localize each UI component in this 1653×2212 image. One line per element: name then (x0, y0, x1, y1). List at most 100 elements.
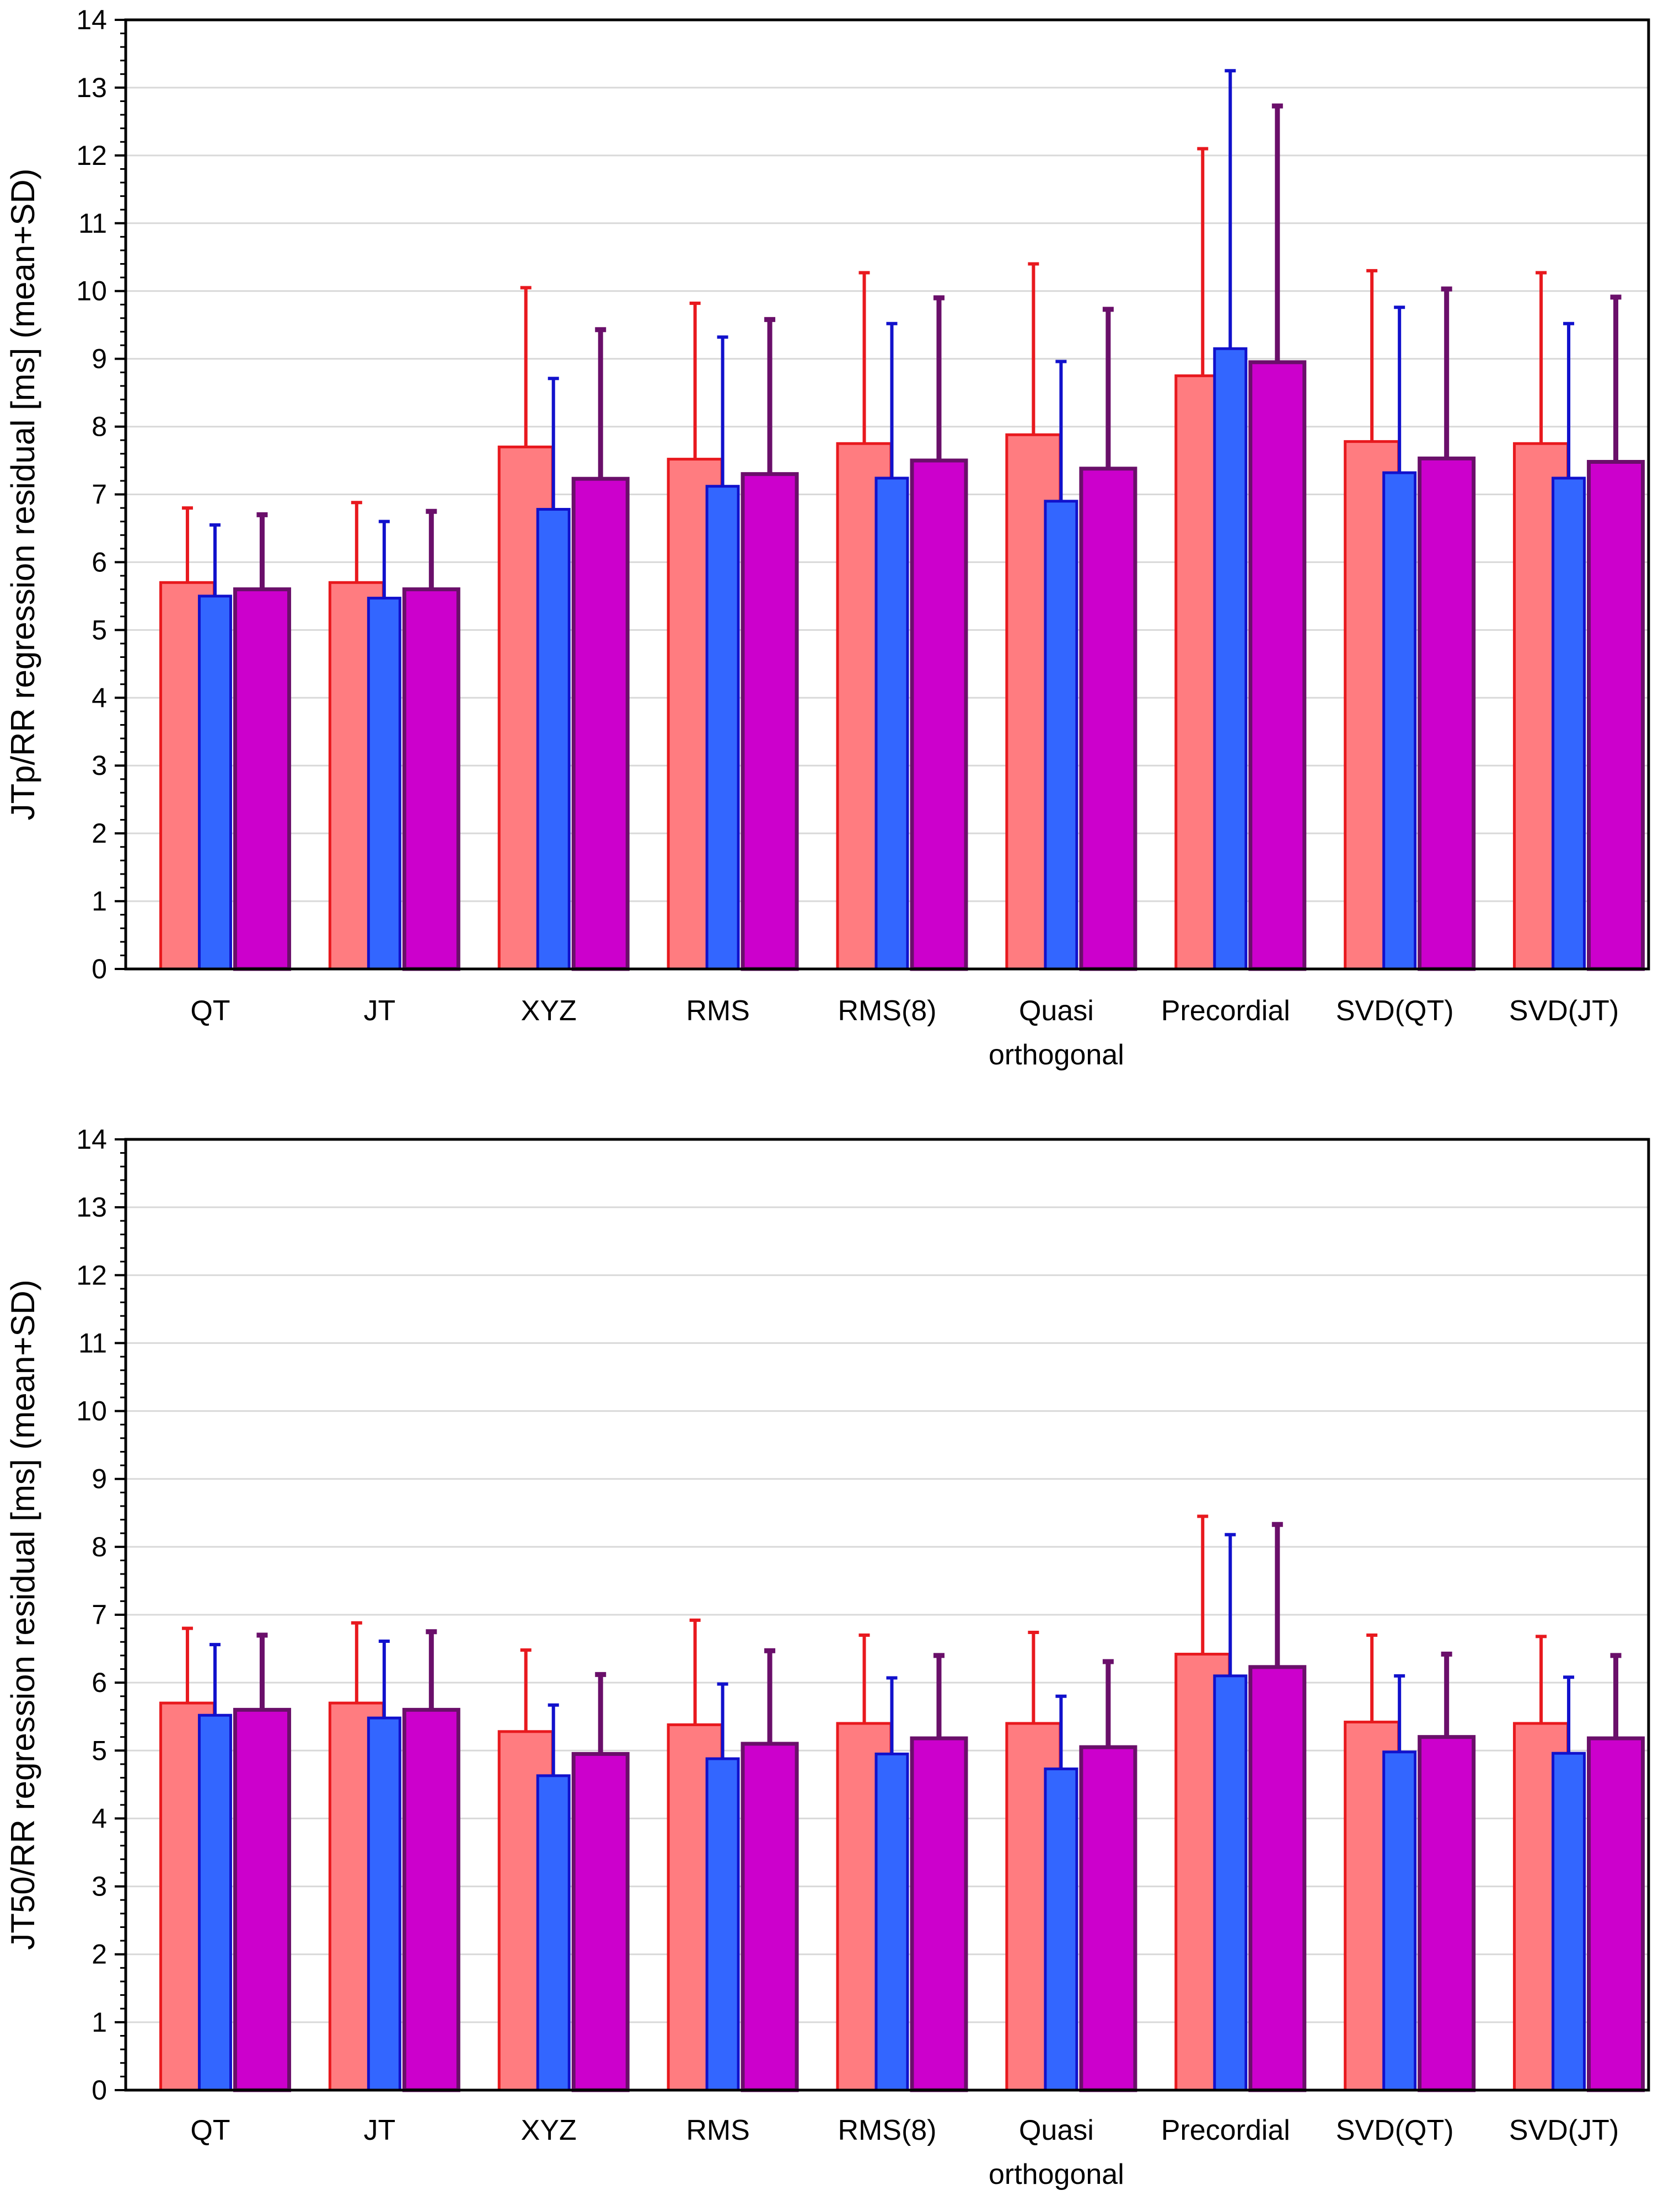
x-tick-label-line: RMS(8) (838, 995, 936, 1027)
y-tick-label: 14 (76, 4, 107, 35)
y-tick-label: 2 (92, 818, 107, 849)
x-tick-label-line: SVD(JT) (1509, 995, 1619, 1027)
bar (1552, 476, 1586, 971)
x-tick-label: Precordial (1161, 995, 1290, 1027)
y-tick-label: 7 (92, 479, 107, 510)
x-tick-label-line: RMS (686, 995, 750, 1027)
x-tick-label-line: QT (190, 995, 230, 1027)
bar (402, 1707, 460, 2092)
x-tick-label-line: orthogonal (989, 1039, 1124, 1071)
x-tick-label: QT (190, 995, 230, 1027)
y-tick-label: 0 (92, 2075, 107, 2106)
bar (197, 594, 232, 971)
y-tick-label: 3 (92, 1871, 107, 1902)
x-tick-label: XYZ (521, 995, 577, 1027)
x-tick-label-line: Precordial (1161, 995, 1290, 1027)
bar (1213, 1674, 1248, 2092)
x-tick-label-line: JT (363, 2114, 395, 2146)
bar (874, 476, 909, 971)
x-tick-label-line: RMS(8) (838, 2114, 936, 2146)
bar (367, 1716, 401, 2092)
bar (1587, 459, 1645, 971)
plot-frame (124, 1138, 1650, 2092)
y-tick-label: 13 (76, 1192, 107, 1223)
y-axis-label: JT50/RR regression residual [ms] (mean+S… (4, 1279, 41, 1949)
x-tick-label: RMS(8) (838, 2114, 936, 2146)
y-tick-label: 1 (92, 2007, 107, 2038)
y-tick-label: 9 (92, 344, 107, 374)
bar (1587, 1736, 1645, 2092)
bar (1079, 467, 1137, 971)
plot-frame (124, 18, 1650, 971)
bar (740, 472, 799, 971)
bar (536, 508, 571, 971)
x-tick-label: Quasi orthogonal (989, 995, 1124, 1071)
x-tick-label: RMS (686, 2114, 750, 2146)
bar (705, 485, 740, 971)
bar (910, 458, 968, 971)
y-tick-label: 12 (76, 1260, 107, 1290)
y-tick-label: 8 (92, 411, 107, 442)
y-tick-label: 8 (92, 1531, 107, 1562)
y-tick-label: 3 (92, 750, 107, 781)
bar (1248, 360, 1307, 971)
x-tick-label-line: Quasi (1019, 995, 1094, 1027)
x-tick-label-line: JT (363, 995, 395, 1027)
bar (402, 587, 460, 971)
x-tick-label: SVD(QT) (1336, 995, 1454, 1027)
bar (910, 1736, 968, 2092)
y-tick-label: 4 (92, 1803, 107, 1834)
x-tick-label-line: SVD(QT) (1336, 995, 1454, 1027)
bar (233, 587, 291, 971)
bar (1044, 500, 1078, 971)
bar (1418, 1735, 1476, 2092)
bar (1552, 1752, 1586, 2092)
y-tick-label: 6 (92, 1667, 107, 1698)
y-tick-label: 11 (78, 208, 107, 239)
x-tick-label-line: XYZ (521, 995, 577, 1027)
y-tick-label: 9 (92, 1464, 107, 1495)
bar (571, 476, 630, 971)
x-tick-label-line: SVD(JT) (1509, 2114, 1619, 2146)
y-tick-label: 13 (76, 72, 107, 103)
bars (159, 1514, 1645, 2092)
y-tick-label: 7 (92, 1599, 107, 1630)
bar (1418, 456, 1476, 971)
bar (1382, 471, 1417, 971)
bar (1213, 347, 1248, 971)
y-tick-label: 6 (92, 547, 107, 577)
x-tick-label-line: SVD(QT) (1336, 2114, 1454, 2146)
y-tick-label: 1 (92, 886, 107, 917)
y-tick-label: 0 (92, 954, 107, 984)
y-tick-label: 5 (92, 1735, 107, 1766)
y-tick-label: 11 (78, 1327, 107, 1358)
y-tick-label: 10 (76, 1396, 107, 1427)
x-tick-label: SVD(JT) (1509, 995, 1619, 1027)
y-tick-label: 12 (76, 140, 107, 171)
y-tick-label: 5 (92, 614, 107, 645)
bar (740, 1742, 799, 2092)
x-tick-label: SVD(QT) (1336, 2114, 1454, 2146)
x-tick-label: RMS(8) (838, 995, 936, 1027)
x-tick-label: Precordial (1161, 2114, 1290, 2146)
bar (571, 1752, 630, 2092)
bar (1044, 1768, 1078, 2092)
x-tick-label: Quasi orthogonal (989, 2114, 1124, 2190)
x-tick-label-line: QT (190, 2114, 230, 2146)
bar (233, 1707, 291, 2092)
bar (705, 1757, 740, 2092)
x-tick-label: JT (363, 2114, 395, 2146)
y-axis-label: JTp/RR regression residual [ms] (mean+SD… (4, 168, 41, 820)
bar (1079, 1745, 1137, 2092)
bar (1248, 1665, 1307, 2092)
x-tick-label-line: orthogonal (989, 2159, 1124, 2190)
bar (536, 1774, 571, 2092)
x-tick-label-line: RMS (686, 2114, 750, 2146)
x-tick-label: SVD(JT) (1509, 2114, 1619, 2146)
x-tick-label: XYZ (521, 2114, 577, 2146)
y-tick-label: 4 (92, 682, 107, 713)
x-tick-label: QT (190, 2114, 230, 2146)
